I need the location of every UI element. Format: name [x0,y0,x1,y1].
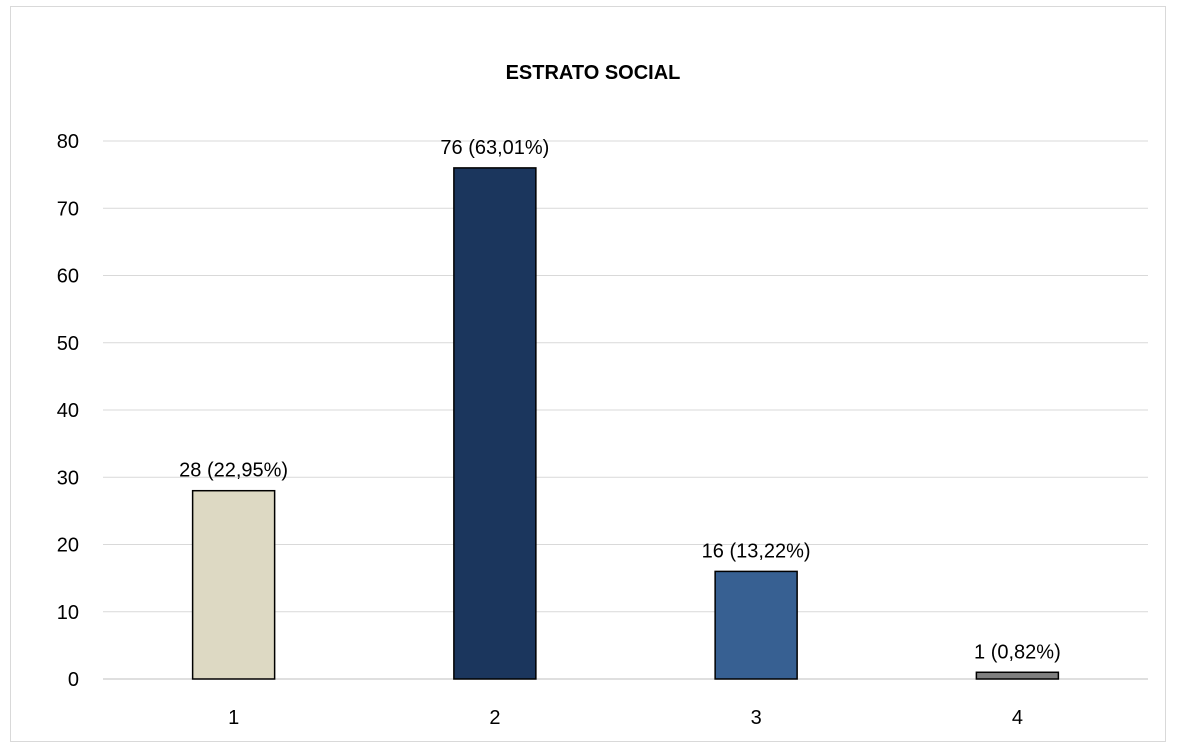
x-axis-ticks: 1 2 3 4 [228,707,1023,729]
data-labels: 28 (22,95%) 76 (63,01%) 16 (13,22%) 1 (0,82… [179,137,1061,663]
chart-title: ESTRATO SOCIAL [506,62,681,84]
data-label: 76 (63,01%) [440,137,549,159]
data-label: 28 (22,95%) [179,460,288,482]
data-label: 1 (0,82%) [974,641,1061,663]
data-label: 16 (13,22%) [702,540,811,562]
y-tick-label: 50 [57,333,79,355]
bar-1 [191,489,276,680]
bar-3 [714,570,798,680]
y-tick-label: 20 [57,535,79,557]
x-tick-label: 2 [489,707,500,729]
y-tick-label: 60 [57,266,79,288]
y-tick-label: 10 [57,602,79,624]
y-tick-label: 30 [57,467,79,489]
y-tick-label: 40 [57,400,79,422]
bar-4 [975,671,1060,680]
y-tick-label: 0 [68,669,79,691]
y-tick-label: 80 [57,131,79,153]
x-tick-label: 1 [228,707,239,729]
gridlines [103,140,1148,680]
y-axis-ticks: 0 10 20 30 40 50 60 70 80 [57,131,79,691]
bars [191,167,1060,680]
bar-2 [453,167,537,680]
x-tick-label: 4 [1012,707,1023,729]
y-tick-label: 70 [57,198,79,220]
x-tick-label: 3 [751,707,762,729]
